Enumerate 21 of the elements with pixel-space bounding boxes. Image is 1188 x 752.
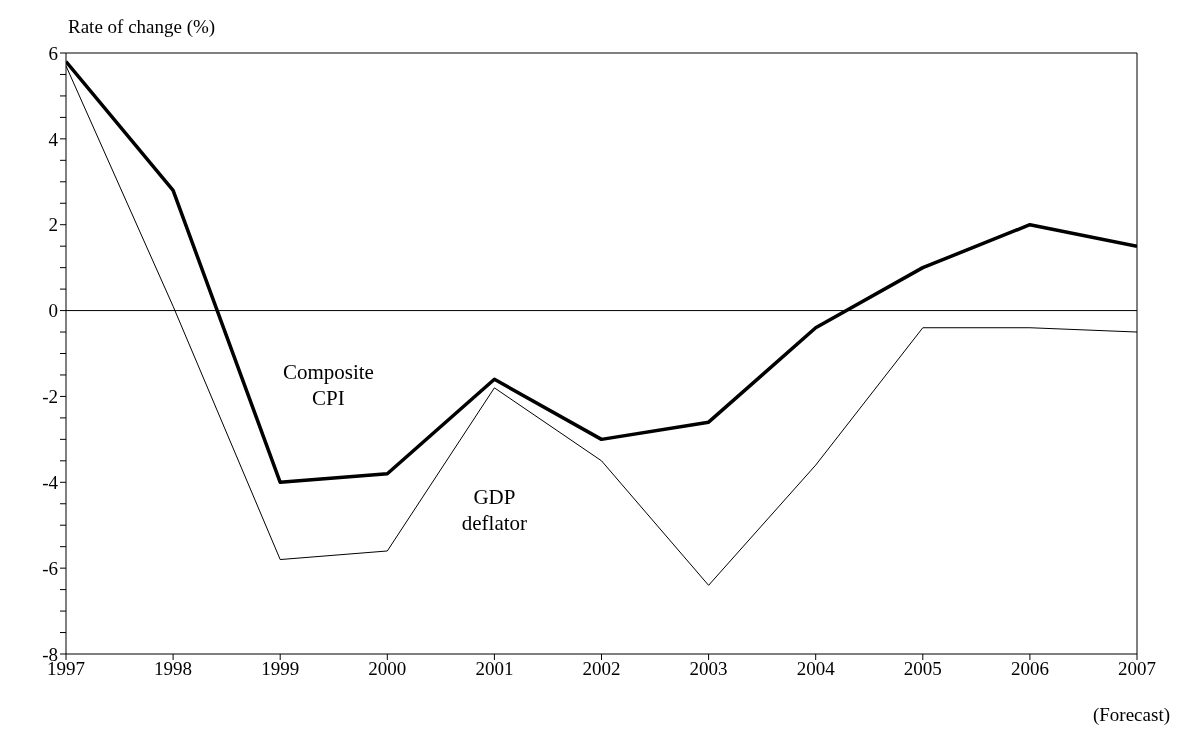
y-axis-title: Rate of change (%) (68, 16, 216, 38)
x-tick-label: 2005 (903, 658, 942, 680)
x-tick-label: 2001 (475, 658, 514, 680)
text: (Forecast) (1092, 704, 1170, 726)
x-tick-label: 1998 (154, 658, 193, 680)
x-tick-label: 2000 (368, 658, 407, 680)
x-tick-label: 2002 (582, 658, 621, 680)
y-tick-label: 0 (48, 300, 58, 322)
series-label: GDP deflator (461, 484, 528, 535)
x-tick-label: 2006 (1010, 658, 1049, 680)
series-label: Composite CPI (282, 360, 374, 411)
x-tick-label: 1999 (261, 658, 300, 680)
y-tick-label: 6 (48, 42, 58, 64)
x-tick-label: 2007 (1118, 658, 1156, 680)
y-tick-label: 4 (48, 128, 59, 150)
y-tick-label: -4 (42, 472, 59, 494)
x-tick-label: 2004 (796, 658, 836, 680)
y-tick-label: -6 (42, 557, 58, 579)
x-tick-label: 2003 (689, 658, 728, 680)
y-tick-label: -2 (42, 386, 58, 408)
y-tick-label: 2 (48, 214, 58, 236)
